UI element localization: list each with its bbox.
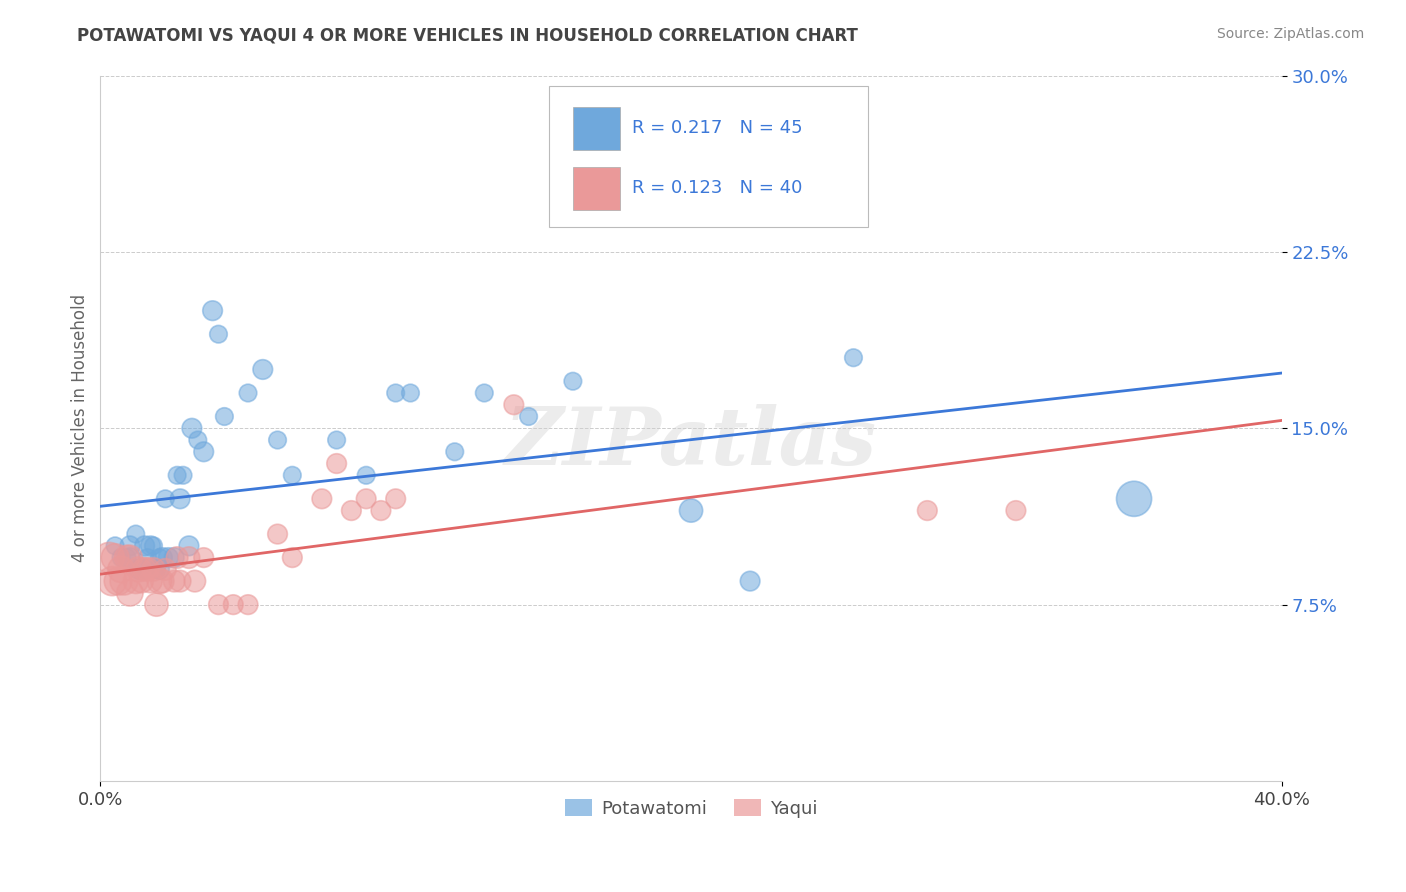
Point bbox=[155, 491, 177, 506]
Point bbox=[281, 550, 304, 565]
Point bbox=[399, 386, 422, 401]
Point bbox=[266, 433, 288, 447]
Point bbox=[166, 550, 188, 565]
Point bbox=[125, 527, 148, 541]
Text: R = 0.217   N = 45: R = 0.217 N = 45 bbox=[631, 119, 803, 136]
Point bbox=[139, 574, 162, 588]
Point bbox=[145, 598, 167, 612]
Point bbox=[201, 303, 224, 318]
Point bbox=[325, 433, 347, 447]
Point bbox=[177, 539, 200, 553]
Point bbox=[110, 550, 132, 565]
Point bbox=[917, 503, 939, 517]
Point bbox=[148, 562, 170, 576]
Point bbox=[134, 562, 156, 576]
Point bbox=[1123, 491, 1146, 506]
Point bbox=[150, 574, 173, 588]
FancyBboxPatch shape bbox=[550, 87, 869, 227]
Text: POTAWATOMI VS YAQUI 4 OR MORE VEHICLES IN HOUSEHOLD CORRELATION CHART: POTAWATOMI VS YAQUI 4 OR MORE VEHICLES I… bbox=[77, 27, 858, 45]
Point bbox=[145, 562, 167, 576]
Text: Source: ZipAtlas.com: Source: ZipAtlas.com bbox=[1216, 27, 1364, 41]
Point bbox=[148, 550, 170, 565]
Point bbox=[148, 574, 170, 588]
FancyBboxPatch shape bbox=[572, 107, 620, 150]
Point bbox=[125, 574, 148, 588]
Point bbox=[101, 574, 124, 588]
Y-axis label: 4 or more Vehicles in Household: 4 or more Vehicles in Household bbox=[72, 294, 89, 562]
Point bbox=[325, 457, 347, 471]
Point bbox=[193, 444, 215, 458]
Point bbox=[98, 550, 121, 565]
Point bbox=[128, 562, 150, 576]
Point bbox=[128, 562, 150, 576]
Point bbox=[252, 362, 274, 376]
Text: R = 0.123   N = 40: R = 0.123 N = 40 bbox=[631, 179, 803, 197]
Point bbox=[166, 468, 188, 483]
Text: ZIPatlas: ZIPatlas bbox=[505, 403, 877, 481]
Point bbox=[155, 562, 177, 576]
Point bbox=[561, 374, 583, 388]
Point bbox=[163, 550, 186, 565]
Point bbox=[139, 539, 162, 553]
Point bbox=[443, 444, 465, 458]
Point bbox=[172, 468, 194, 483]
Point bbox=[118, 550, 141, 565]
Point bbox=[110, 562, 132, 576]
FancyBboxPatch shape bbox=[572, 167, 620, 210]
Point bbox=[157, 550, 180, 565]
Point bbox=[118, 539, 141, 553]
Point bbox=[184, 574, 207, 588]
Point bbox=[207, 327, 229, 342]
Point bbox=[169, 574, 191, 588]
Point bbox=[472, 386, 495, 401]
Point bbox=[115, 550, 138, 565]
Point bbox=[281, 468, 304, 483]
Point bbox=[517, 409, 540, 424]
Point bbox=[236, 598, 259, 612]
Point bbox=[150, 550, 173, 565]
Point bbox=[207, 598, 229, 612]
Point bbox=[187, 433, 209, 447]
Point bbox=[222, 598, 245, 612]
Point bbox=[136, 562, 159, 576]
Point bbox=[104, 550, 127, 565]
Point bbox=[115, 550, 138, 565]
Point bbox=[136, 550, 159, 565]
Point bbox=[107, 574, 129, 588]
Point bbox=[142, 539, 165, 553]
Point bbox=[236, 386, 259, 401]
Point bbox=[214, 409, 236, 424]
Point bbox=[131, 574, 153, 588]
Point bbox=[1005, 503, 1028, 517]
Point bbox=[502, 398, 524, 412]
Point bbox=[740, 574, 762, 588]
Point bbox=[311, 491, 333, 506]
Legend: Potawatomi, Yaqui: Potawatomi, Yaqui bbox=[557, 792, 824, 825]
Point bbox=[112, 574, 135, 588]
Point bbox=[180, 421, 202, 435]
Point bbox=[134, 539, 156, 553]
Point bbox=[266, 527, 288, 541]
Point bbox=[134, 562, 156, 576]
Point bbox=[370, 503, 392, 517]
Point bbox=[104, 539, 127, 553]
Point bbox=[118, 586, 141, 600]
Point bbox=[384, 491, 406, 506]
Point bbox=[842, 351, 865, 365]
Point bbox=[142, 562, 165, 576]
Point bbox=[177, 550, 200, 565]
Point bbox=[354, 468, 377, 483]
Point bbox=[169, 491, 191, 506]
Point bbox=[340, 503, 363, 517]
Point bbox=[193, 550, 215, 565]
Point bbox=[354, 491, 377, 506]
Point bbox=[118, 550, 141, 565]
Point bbox=[163, 574, 186, 588]
Point bbox=[679, 503, 702, 517]
Point bbox=[384, 386, 406, 401]
